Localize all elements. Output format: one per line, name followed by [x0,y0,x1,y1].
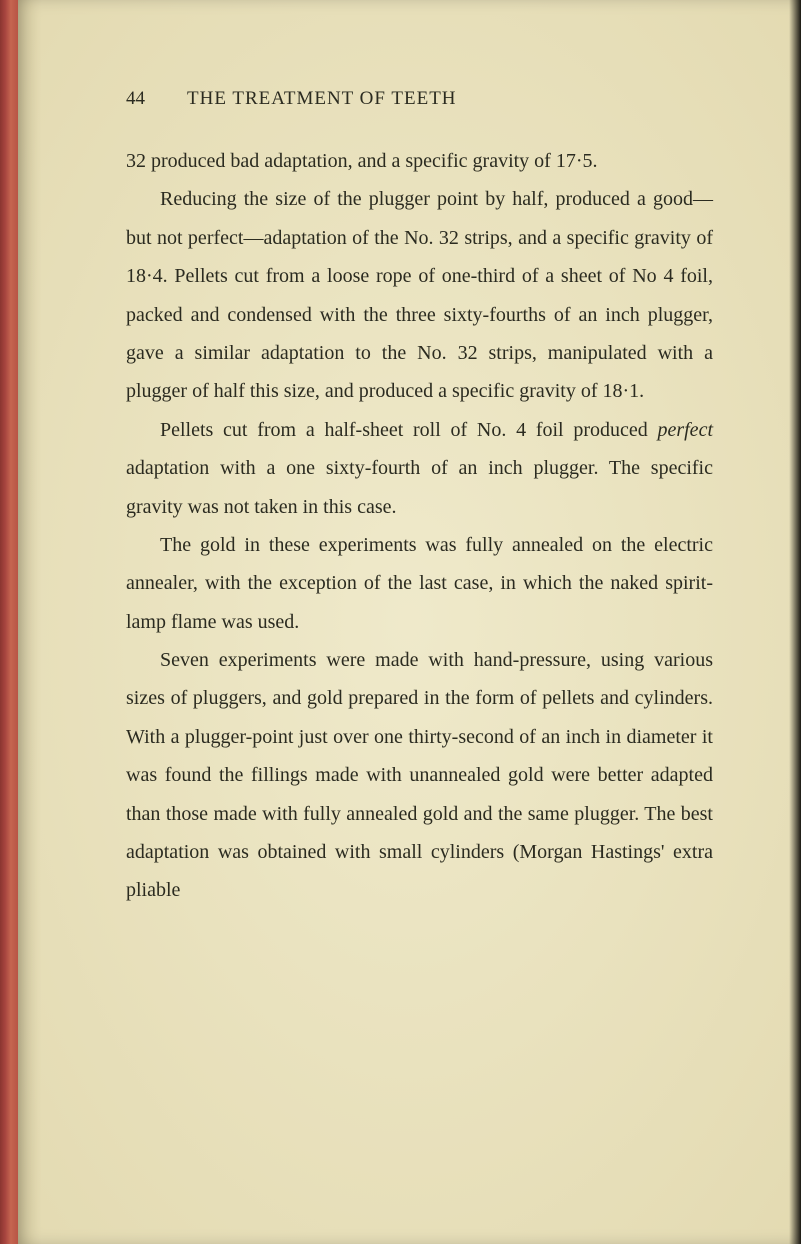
paragraph: 32 produced bad adaptation, and a specif… [126,142,713,180]
page-right-shadow [789,0,801,1244]
running-title: THE TREATMENT OF TEETH [187,88,457,110]
paragraph: Seven experiments were made with hand-pr… [126,641,713,910]
paragraph: The gold in these experiments was fully … [126,526,713,641]
page-header: 44 THE TREATMENT OF TEETH [126,88,713,110]
paragraph: Reducing the size of the plugger point b… [126,180,713,410]
body-text: 32 produced bad adaptation, and a specif… [126,142,713,910]
page-number: 44 [126,88,145,110]
book-page: 44 THE TREATMENT OF TEETH 32 produced ba… [18,0,801,1244]
paragraph: Pellets cut from a half-sheet roll of No… [126,411,713,526]
book-spine [0,0,18,1244]
